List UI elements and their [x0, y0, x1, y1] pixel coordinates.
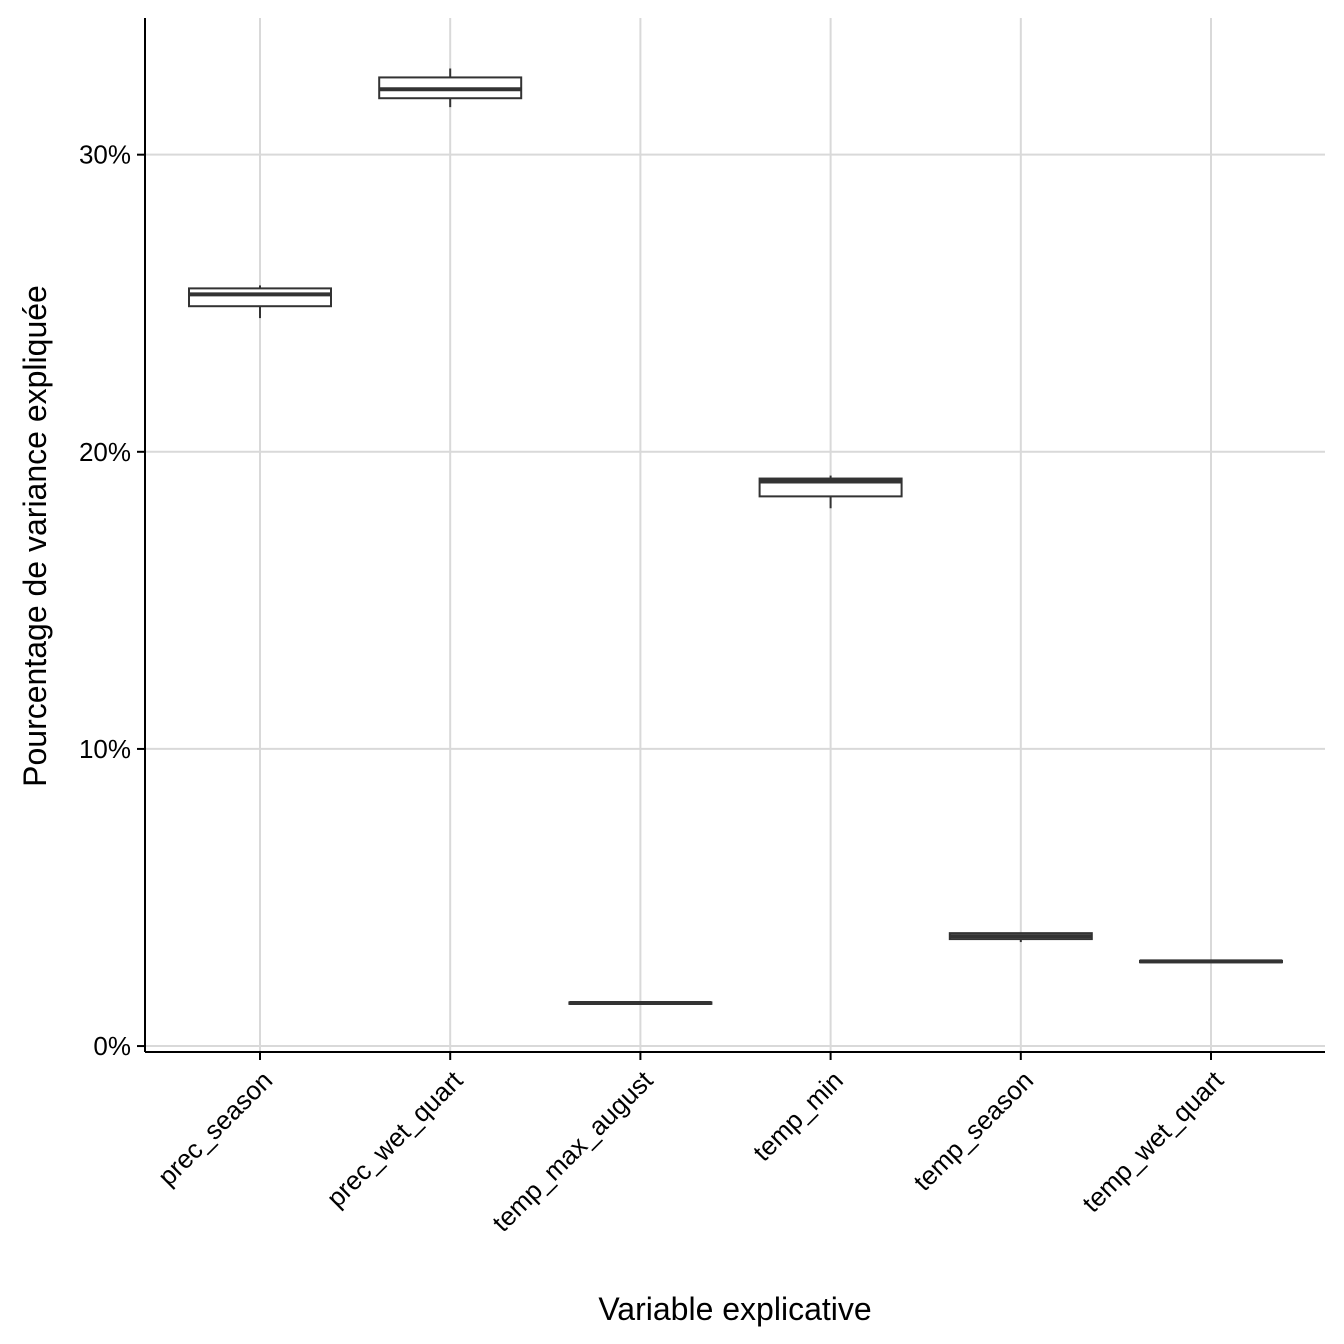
x-tick-label-temp_min: temp_min — [747, 1065, 849, 1167]
iqr-box — [188, 287, 332, 308]
x-tick-label-prec_season: prec_season — [152, 1065, 278, 1191]
box-prec_season — [188, 285, 332, 319]
x-tick-label-temp_season: temp_season — [907, 1065, 1039, 1197]
box-temp_min — [758, 475, 903, 509]
box-prec_wet_quart — [378, 68, 523, 108]
y-tick-label: 0% — [93, 1031, 131, 1061]
x-tick-label-prec_wet_quart: prec_wet_quart — [320, 1064, 468, 1212]
x-tick-label-temp_wet_quart: temp_wet_quart — [1076, 1064, 1230, 1218]
box-temp_max_august — [568, 1000, 713, 1005]
axis-layer: 0%10%20%30%prec_season prec_wet_quart temp… — [79, 18, 1325, 1237]
y-tick-label: 20% — [79, 437, 131, 467]
y-axis-title: Pourcentage de variance expliquée — [17, 285, 53, 787]
x-axis-title: Variable explicative — [598, 1291, 871, 1327]
x-tick-label-temp_max_august: temp_max_august — [486, 1064, 659, 1237]
box-temp_wet_quart — [1139, 959, 1283, 964]
box-layer — [188, 68, 1283, 1005]
box-temp_season — [948, 932, 1093, 943]
y-tick-label: 30% — [79, 140, 131, 170]
y-tick-label: 10% — [79, 734, 131, 764]
grid-layer — [145, 18, 1325, 1052]
